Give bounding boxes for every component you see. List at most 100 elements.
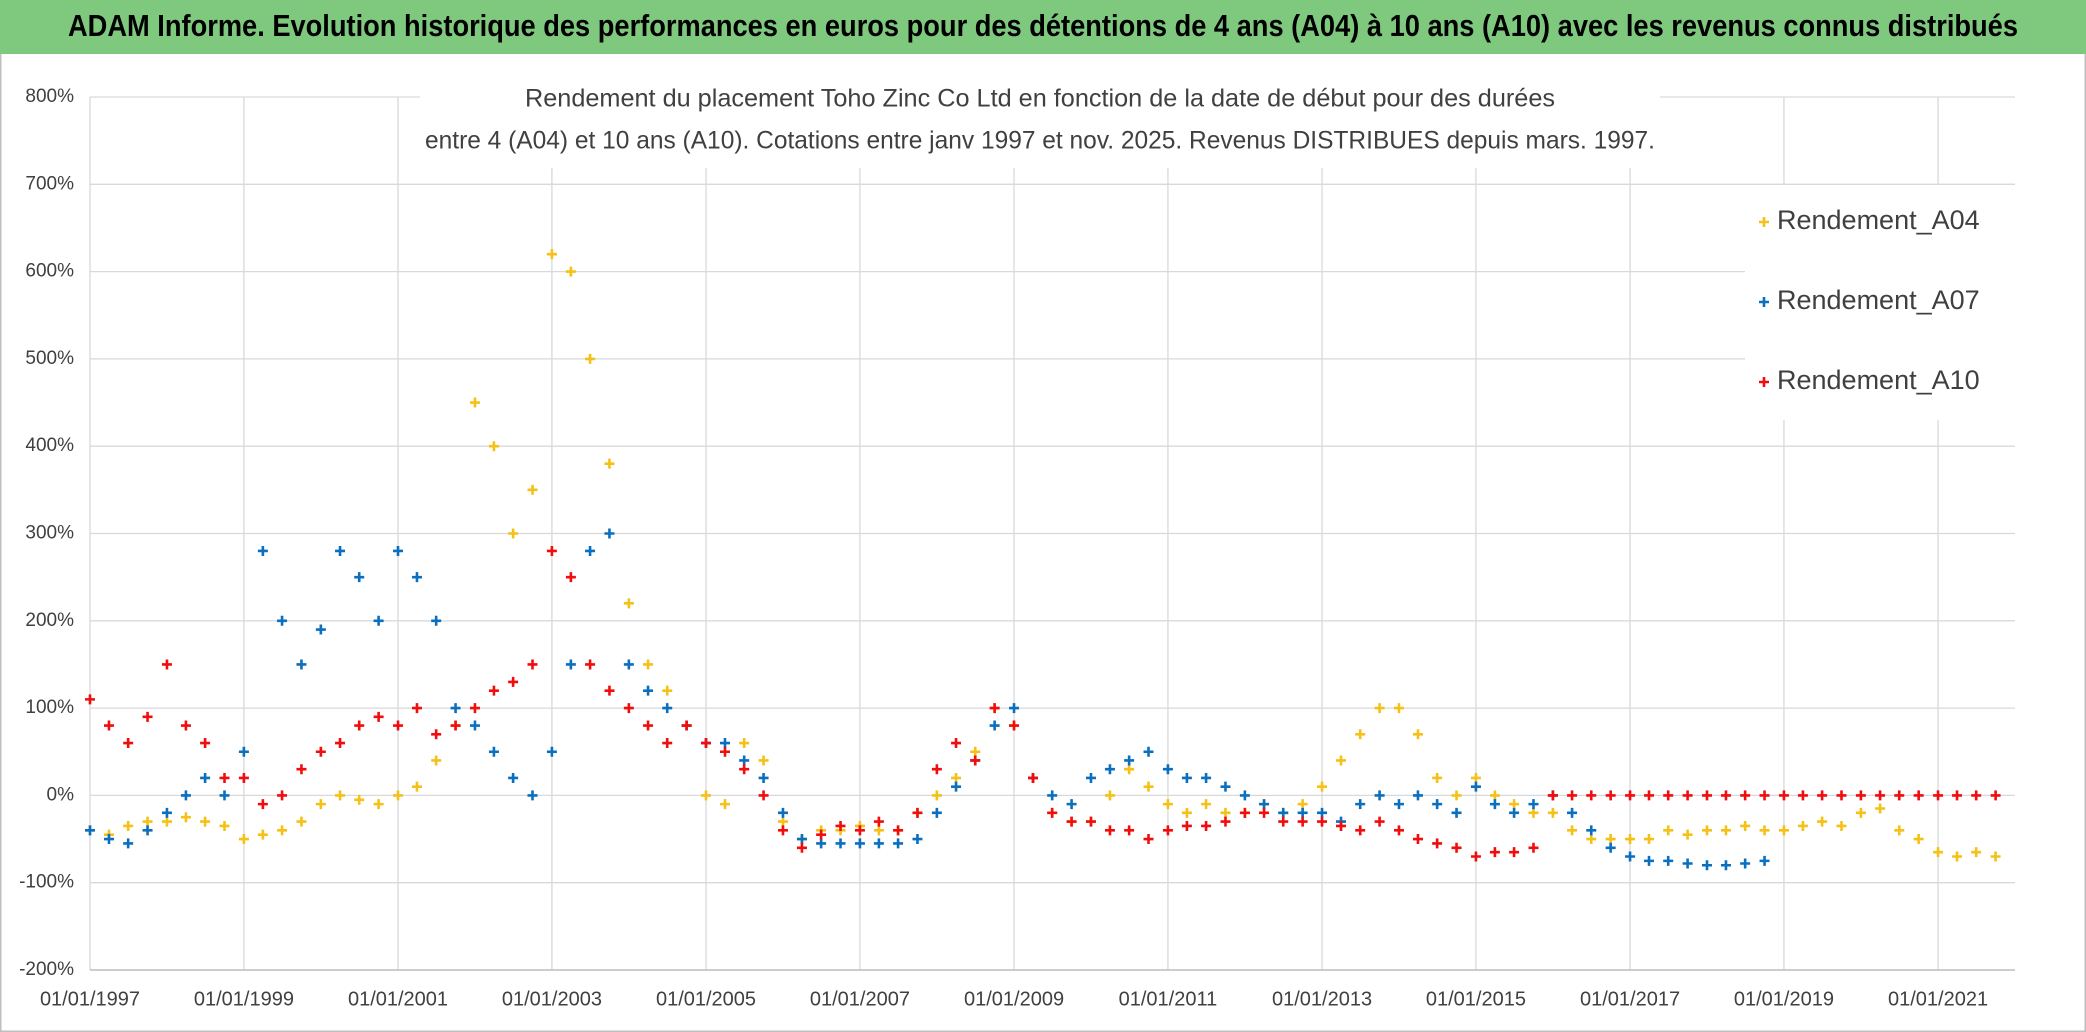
data-point [1451, 807, 1462, 818]
data-point [1143, 746, 1154, 757]
data-point [450, 720, 461, 731]
y-tick-label: 800% [25, 86, 74, 107]
data-point [180, 812, 191, 823]
data-point [1489, 847, 1500, 858]
data-point [1625, 851, 1636, 862]
data-point [854, 838, 865, 849]
data-point [835, 838, 846, 849]
data-point [719, 799, 730, 810]
data-point [565, 266, 576, 277]
data-point [989, 703, 1000, 714]
data-point [1720, 825, 1731, 836]
data-point [1933, 790, 1944, 801]
data-point [739, 755, 750, 766]
chart-title: entre 4 (A04) et 10 ans (A10). Cotations… [425, 127, 1655, 155]
data-point [1778, 825, 1789, 836]
data-point [623, 598, 634, 609]
data-point [873, 825, 884, 836]
data-point [161, 807, 172, 818]
y-tick-label: 200% [25, 610, 74, 631]
data-point [1317, 816, 1328, 827]
data-point [1605, 842, 1616, 853]
data-point [777, 816, 788, 827]
data-point [546, 249, 557, 260]
data-point [1720, 860, 1731, 871]
data-point [1625, 834, 1636, 845]
data-point [1644, 834, 1655, 845]
data-point [701, 738, 712, 749]
data-point [1913, 790, 1924, 801]
data-point [469, 703, 480, 714]
data-point [1085, 816, 1096, 827]
data-point [1586, 825, 1597, 836]
legend-marker [1759, 217, 1769, 227]
data-point [315, 799, 326, 810]
data-point [546, 545, 557, 556]
data-point [1355, 729, 1366, 740]
data-point [1355, 799, 1366, 810]
data-point [604, 458, 615, 469]
data-point [931, 764, 942, 775]
data-point [643, 659, 654, 670]
data-point [373, 799, 384, 810]
data-point [1894, 825, 1905, 836]
data-point [585, 353, 596, 364]
data-point [1162, 825, 1173, 836]
data-point [373, 615, 384, 626]
x-tick-label: 01/01/2011 [1119, 988, 1218, 1010]
data-point [1547, 807, 1558, 818]
data-point [238, 746, 249, 757]
legend: Rendement_A04 Rendement_A07 Rendement_A10 [1759, 205, 1980, 395]
data-point [1701, 860, 1712, 871]
data-point [1663, 790, 1674, 801]
data-point [1817, 790, 1828, 801]
data-point [296, 764, 307, 775]
data-point [1817, 816, 1828, 827]
data-point [393, 720, 404, 731]
x-tick-label: 01/01/2001 [348, 988, 448, 1010]
data-point [296, 816, 307, 827]
data-point [1509, 799, 1520, 810]
data-point [1451, 842, 1462, 853]
data-point [1644, 790, 1655, 801]
data-point [527, 659, 538, 670]
data-point [450, 703, 461, 714]
data-point [1317, 781, 1328, 792]
data-point [393, 790, 404, 801]
data-point [989, 720, 1000, 731]
data-point [623, 659, 634, 670]
data-point [1990, 851, 2001, 862]
data-point [662, 738, 673, 749]
data-point [758, 755, 769, 766]
data-point [1759, 855, 1770, 866]
data-point [951, 738, 962, 749]
data-point [565, 659, 576, 670]
data-point [219, 820, 230, 831]
data-point [469, 397, 480, 408]
data-point [1489, 799, 1500, 810]
data-point [758, 790, 769, 801]
y-tick-label: -100% [19, 872, 74, 893]
data-point [835, 820, 846, 831]
data-point [1393, 825, 1404, 836]
data-point [1663, 855, 1674, 866]
data-point [1355, 825, 1366, 836]
data-point [1894, 790, 1905, 801]
data-point [1412, 790, 1423, 801]
data-point [816, 829, 827, 840]
data-point [1162, 799, 1173, 810]
legend-label: Rendement_A04 [1777, 205, 1980, 235]
data-point [335, 790, 346, 801]
data-point [854, 825, 865, 836]
data-point [277, 790, 288, 801]
data-point [1855, 790, 1866, 801]
chart-title: Rendement du placement Toho Zinc Co Ltd … [525, 85, 1555, 113]
data-point [1567, 807, 1578, 818]
data-point [758, 772, 769, 783]
data-point [1336, 755, 1347, 766]
data-point [1297, 799, 1308, 810]
data-point [1701, 790, 1712, 801]
data-point [1836, 790, 1847, 801]
